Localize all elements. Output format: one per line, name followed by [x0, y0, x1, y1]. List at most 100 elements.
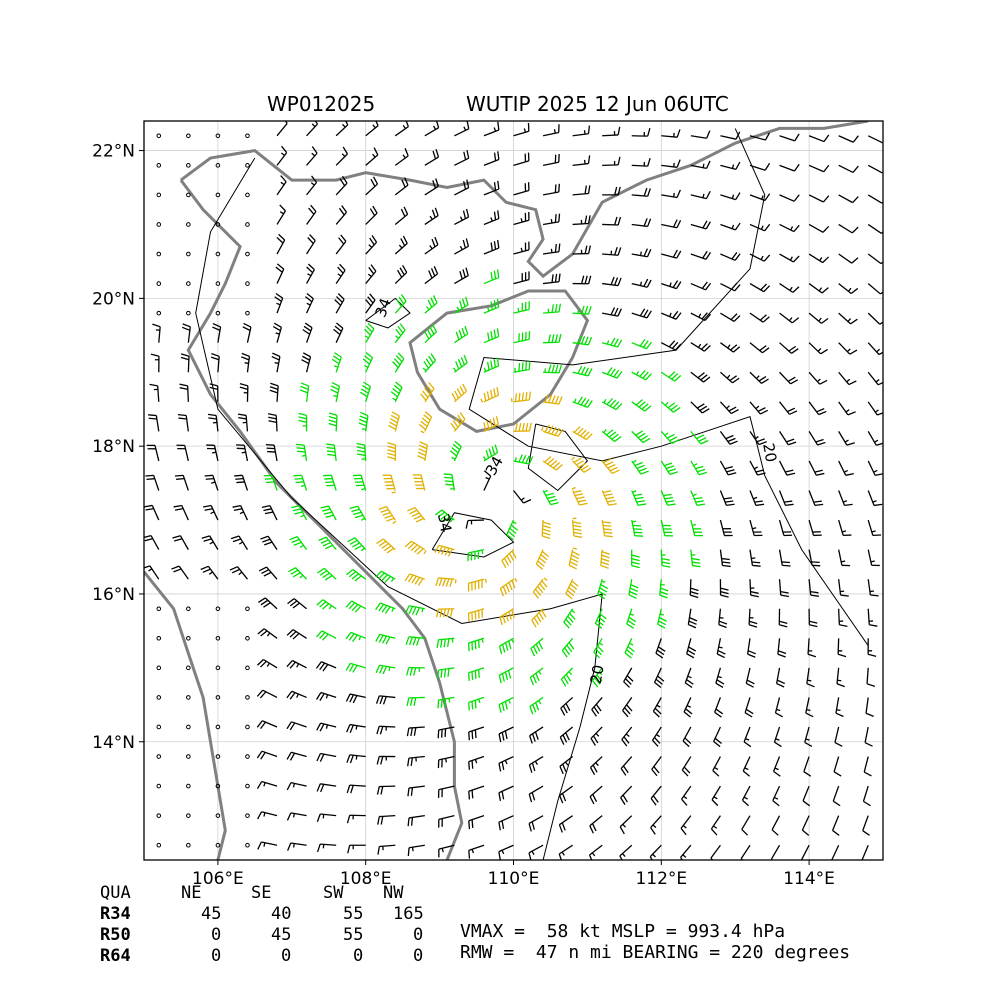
- table-header-cell: SW: [323, 883, 344, 903]
- wind-barb: [867, 460, 883, 476]
- wind-barb: [276, 233, 286, 255]
- wind-barb: [286, 629, 307, 640]
- wind-barb: [838, 194, 859, 204]
- wind-barb: [364, 322, 375, 344]
- wind-barb: [467, 637, 485, 652]
- wind-barb: [712, 756, 721, 777]
- wind-barb: [286, 751, 307, 761]
- wind-barb: [483, 298, 500, 314]
- wind-barb: [589, 815, 603, 834]
- wind-barb: [778, 549, 791, 567]
- wind-barb: [405, 636, 425, 646]
- wind-barb: [808, 490, 824, 507]
- wind-barb: [602, 216, 622, 226]
- wind-barb: [468, 726, 485, 741]
- wind-barb: [690, 460, 708, 476]
- wind-barb: [740, 844, 751, 860]
- wind-barb: [212, 323, 222, 343]
- wind-barb: [232, 504, 249, 521]
- wind-barb: [808, 371, 828, 385]
- calm-marker: [156, 754, 162, 759]
- table-header-cell: SE: [251, 883, 272, 903]
- wind-barb: [631, 308, 652, 319]
- wind-barb: [749, 579, 759, 598]
- wind-barb: [716, 638, 726, 659]
- wind-barb: [498, 637, 515, 655]
- wind-barb: [661, 189, 681, 199]
- wind-barb: [745, 667, 755, 688]
- wind-barb: [684, 667, 694, 689]
- wind-barb: [559, 726, 574, 745]
- wind-barb: [271, 352, 281, 373]
- wind-barb: [365, 293, 376, 314]
- wind-barb: [437, 696, 455, 709]
- wind-barb: [480, 386, 500, 403]
- wind-barb: [276, 204, 287, 225]
- wind-barb: [808, 401, 827, 416]
- wind-barb: [202, 504, 219, 521]
- wind-barb: [602, 186, 621, 196]
- wind-barb: [561, 637, 575, 658]
- calm-marker: [186, 636, 191, 641]
- wind-barb: [229, 566, 248, 580]
- wind-barb: [808, 164, 830, 173]
- wind-barb: [317, 567, 337, 581]
- coastline-segment: [408, 289, 590, 433]
- wind-barb: [746, 638, 757, 658]
- wind-barb: [808, 134, 830, 143]
- wind-barb: [620, 785, 633, 805]
- calm-marker: [215, 606, 221, 612]
- wind-barb: [172, 535, 189, 550]
- wind-barb: [660, 549, 671, 568]
- calm-marker: [245, 310, 250, 316]
- wind-barb: [394, 323, 406, 344]
- coastline-segment: [179, 179, 464, 860]
- wind-barb: [424, 266, 439, 285]
- wind-barb: [263, 474, 278, 491]
- wind-barb: [601, 429, 622, 442]
- wind-barb: [720, 192, 741, 201]
- wind-barb: [483, 121, 500, 137]
- wind-barb: [173, 504, 189, 521]
- wind-barb: [631, 248, 652, 258]
- wind-barb: [719, 519, 733, 537]
- wind-barb: [298, 412, 308, 432]
- wind-barb: [376, 538, 396, 554]
- wind-barb: [631, 187, 651, 197]
- wind-barb: [601, 367, 623, 379]
- wind-barb: [660, 340, 682, 351]
- calm-marker: [156, 281, 162, 286]
- wind-barb: [683, 697, 693, 718]
- calm-marker: [245, 133, 250, 139]
- wind-barb: [601, 490, 617, 506]
- wind-barb: [631, 339, 652, 350]
- wind-barb: [257, 628, 278, 639]
- wind-barb: [808, 519, 822, 537]
- wind-barb: [437, 785, 455, 798]
- wind-barb: [589, 756, 603, 776]
- wind-barb: [681, 785, 692, 806]
- wind-barb: [720, 342, 741, 353]
- contour-label: 20: [587, 663, 608, 685]
- calm-marker: [245, 606, 250, 612]
- wind-barb: [483, 470, 492, 491]
- wind-barb: [406, 696, 425, 707]
- wind-barb: [778, 519, 793, 537]
- wind-barb: [720, 131, 741, 140]
- wind-barb: [714, 697, 724, 718]
- wind-barb: [404, 540, 427, 555]
- wind-barb: [832, 785, 841, 807]
- wind-barb: [651, 756, 662, 777]
- wind-barb: [749, 132, 771, 141]
- wind-barb: [465, 519, 484, 529]
- wind-barb: [690, 281, 712, 291]
- wind-barb: [468, 844, 485, 859]
- wind-barb: [661, 159, 681, 168]
- wind-barb: [181, 323, 191, 343]
- wind-barb: [867, 401, 883, 416]
- wind-barb: [867, 194, 883, 204]
- wind-barb: [438, 815, 455, 828]
- wind-barb: [437, 755, 455, 769]
- wind-barb: [268, 413, 278, 432]
- wind-barb: [204, 474, 219, 491]
